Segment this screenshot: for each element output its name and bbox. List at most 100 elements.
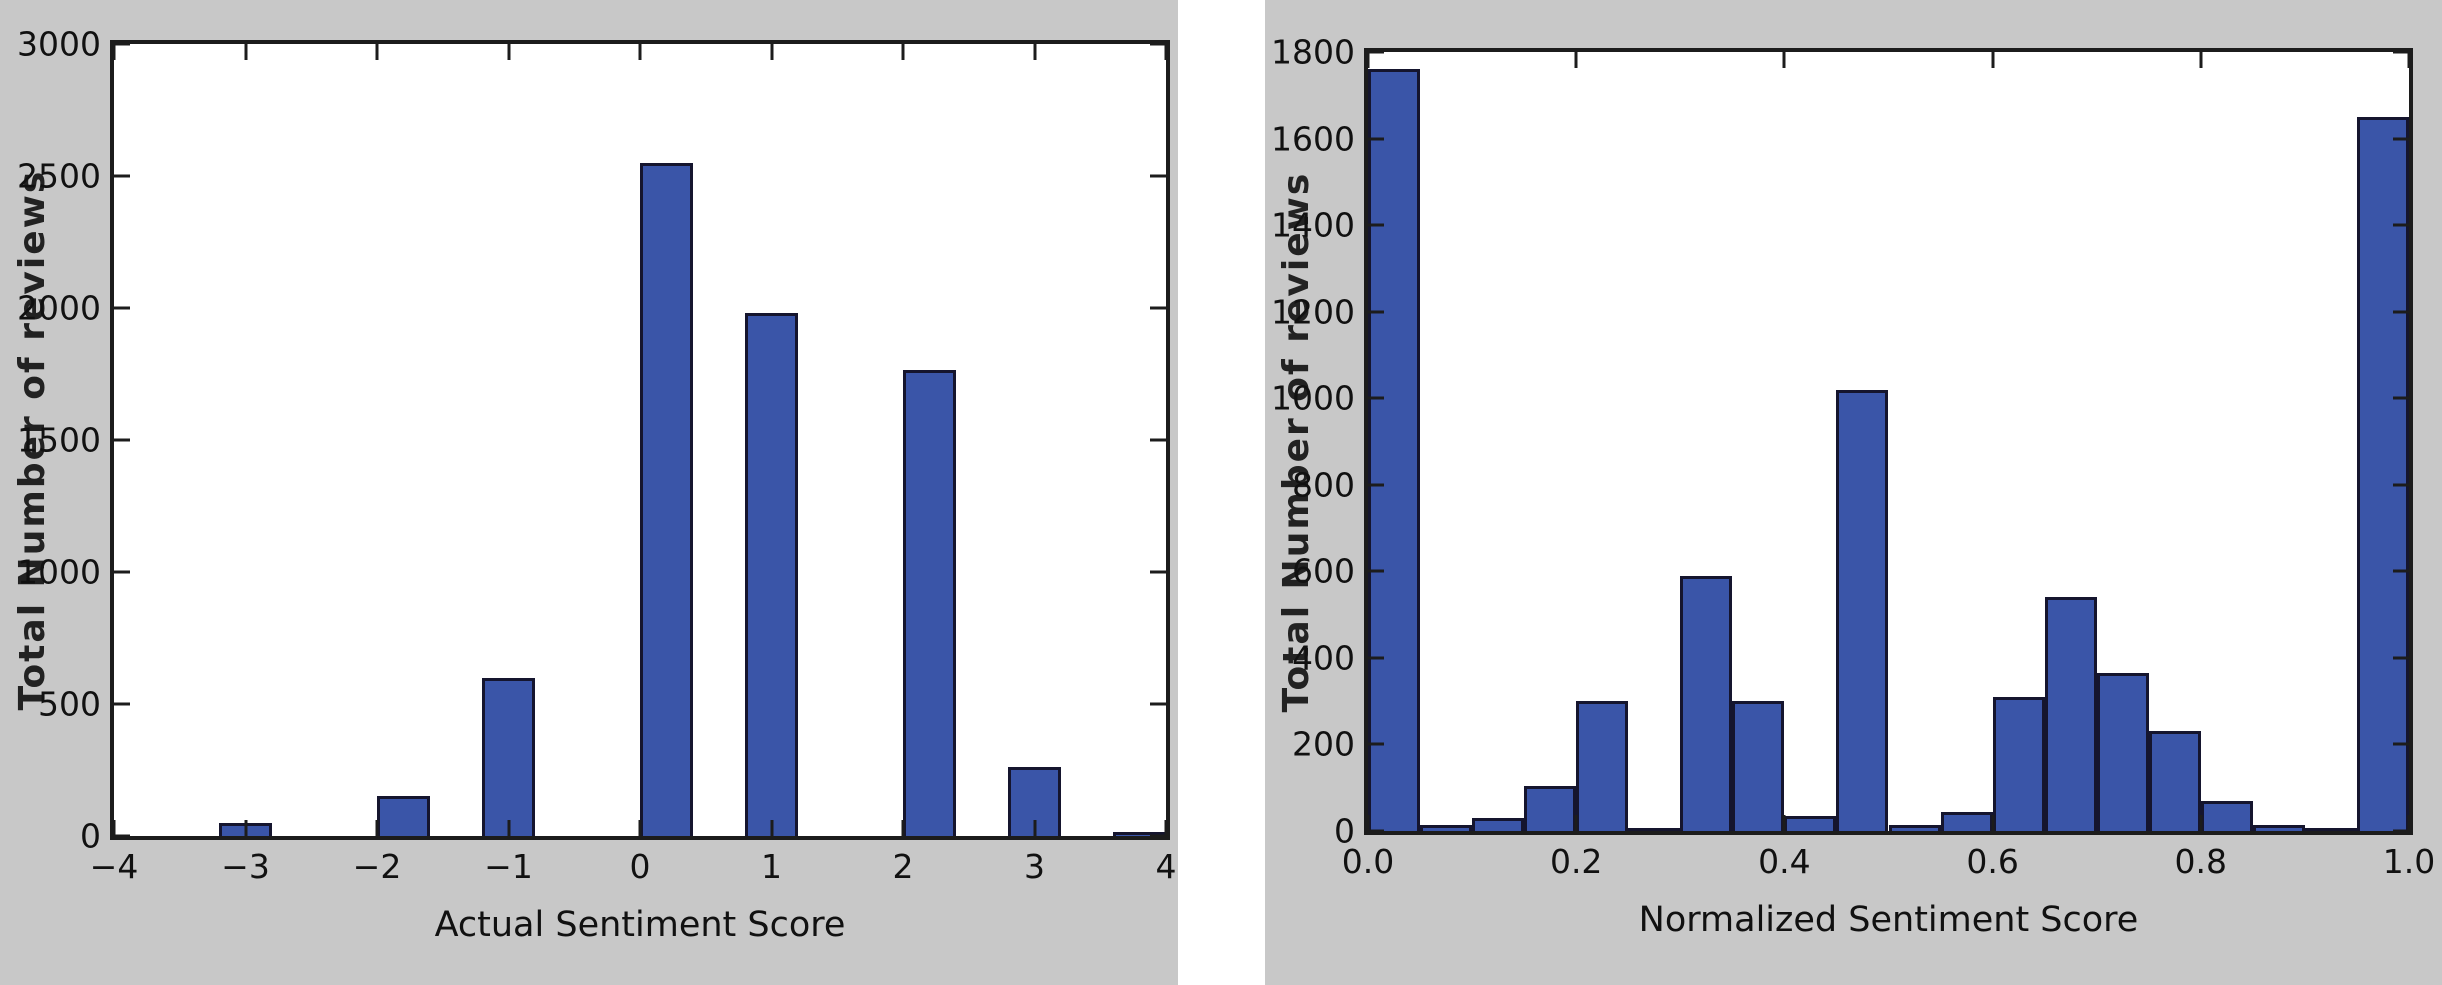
y-tick-label: 3000 (17, 24, 101, 64)
y-tick-mark (114, 42, 130, 46)
x-tick-label: 2 (892, 847, 914, 886)
x-tick-mark (244, 44, 247, 60)
y-tick-mark (2393, 829, 2409, 833)
x-tick-mark (1164, 44, 1168, 60)
x-tick-label: 1.0 (2382, 842, 2436, 881)
x-tick-mark (375, 820, 379, 836)
y-tick-mark (2393, 310, 2409, 314)
y-tick-mark (1368, 137, 1384, 141)
y-tick-mark (1368, 310, 1384, 314)
x-tick-mark (1164, 820, 1168, 836)
x-tick-mark (244, 820, 247, 836)
y-tick-label: 2500 (17, 156, 101, 196)
y-tick-mark (114, 834, 130, 838)
x-tick-label: 0.4 (1758, 842, 1811, 881)
histogram-bar (482, 677, 535, 836)
plot-area-actual-sentiment: Actual Sentiment Score Total Number of r… (12, 28, 1177, 943)
plot-area-normalized-sentiment: Normalized Sentiment Score Total Number … (1271, 36, 2435, 938)
y-tick-mark (1368, 569, 1384, 573)
x-tick-label: 0.0 (1341, 842, 1395, 881)
x-tick-label: 0.6 (1966, 842, 2019, 881)
x-tick-mark (1366, 815, 1370, 831)
x-tick-mark (770, 820, 773, 836)
histogram-bar (1113, 832, 1166, 836)
y-tick-label: 1400 (1271, 205, 1355, 245)
histogram-bar (1784, 815, 1837, 831)
y-tick-mark (2393, 569, 2409, 573)
x-tick-mark (770, 44, 773, 60)
histogram-bar (1940, 811, 1993, 831)
x-tick-mark (112, 44, 116, 60)
y-tick-mark (2393, 137, 2409, 141)
histogram-bar (640, 162, 693, 836)
x-tick-label: 1 (761, 847, 782, 886)
y-tick-label: 1000 (1271, 378, 1355, 418)
x-tick-mark (2407, 815, 2411, 831)
x-tick-mark (1782, 815, 1786, 831)
x-tick-label: −3 (221, 847, 270, 886)
y-tick-mark (1368, 829, 1384, 833)
y-tick-mark (1150, 306, 1166, 310)
y-tick-mark (2393, 396, 2409, 400)
y-tick-mark (2393, 656, 2409, 660)
figure-normalized-sentiment-histogram: Normalized Sentiment Score Total Number … (1265, 0, 2442, 985)
x-axis-label: Normalized Sentiment Score (1638, 900, 2139, 940)
y-tick-mark (114, 702, 130, 706)
y-tick-label: 800 (1292, 465, 1355, 505)
y-tick-mark (1368, 396, 1384, 400)
x-tick-mark (638, 44, 642, 60)
y-tick-mark (1150, 834, 1166, 838)
histogram-bar (1992, 696, 2045, 831)
y-tick-mark (2393, 742, 2409, 746)
y-tick-label: 1800 (1271, 32, 1355, 72)
x-tick-mark (112, 820, 116, 836)
histogram-bar (1888, 824, 1941, 831)
y-tick-label: 600 (1292, 551, 1355, 591)
histogram-bar (1420, 824, 1473, 831)
x-axis-label: Actual Sentiment Score (434, 905, 846, 945)
y-tick-mark (2393, 483, 2409, 487)
y-tick-label: 1200 (1271, 292, 1355, 332)
y-tick-mark (2393, 50, 2409, 54)
histogram-bar (2148, 731, 2201, 831)
y-tick-mark (1368, 483, 1384, 487)
histogram-bar (1836, 389, 1889, 831)
y-tick-mark (2393, 223, 2409, 227)
x-tick-mark (2199, 815, 2203, 831)
x-tick-mark (375, 44, 379, 60)
x-tick-mark (2199, 52, 2203, 68)
x-tick-mark (507, 820, 510, 836)
histogram-bar (2044, 597, 2097, 831)
x-tick-mark (1574, 52, 1578, 68)
y-tick-mark (114, 438, 130, 442)
histogram-bar (2096, 673, 2149, 831)
x-tick-mark (1366, 52, 1370, 68)
x-tick-mark (1574, 815, 1578, 831)
y-tick-mark (114, 174, 130, 178)
x-tick-mark (1782, 52, 1786, 68)
histogram-bar (2356, 116, 2409, 831)
histogram-bar (903, 370, 956, 836)
x-tick-label: −2 (352, 847, 402, 886)
y-tick-label: 400 (1292, 638, 1355, 678)
y-tick-mark (1150, 174, 1166, 178)
y-axis-label: Total Number of reviews (1276, 171, 1317, 712)
y-tick-mark (114, 306, 130, 310)
histogram-bar (1576, 701, 1629, 831)
histogram-bar (1732, 701, 1785, 831)
histogram-bar (1472, 818, 1525, 831)
histogram-bar (377, 796, 430, 836)
x-tick-mark (1991, 52, 1995, 68)
y-tick-mark (1368, 742, 1384, 746)
histogram-bar (1628, 828, 1681, 831)
x-tick-mark (901, 44, 905, 60)
histogram-bar (2252, 824, 2305, 831)
x-tick-label: −1 (484, 847, 533, 886)
x-tick-label: 3 (1024, 847, 1045, 886)
histogram-bar (1368, 69, 1421, 831)
y-tick-mark (114, 570, 130, 574)
y-tick-label: 0 (80, 816, 101, 856)
x-tick-mark (1991, 815, 1995, 831)
y-tick-label: 0 (1334, 811, 1355, 851)
